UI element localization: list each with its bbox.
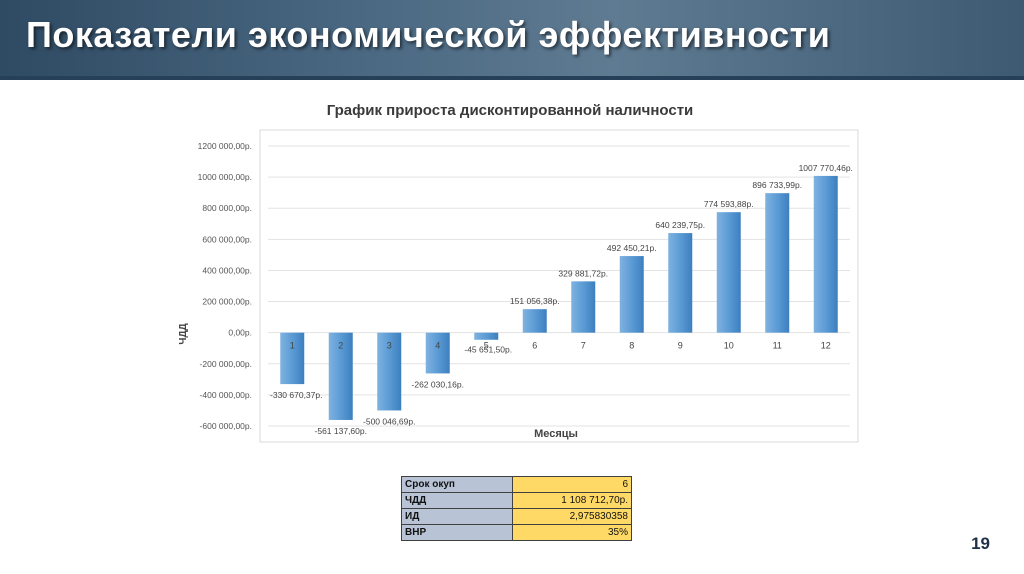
data-label: 896 733,99р. — [752, 180, 802, 190]
bar — [619, 256, 644, 333]
y-tick-label: 0,00р. — [228, 328, 252, 338]
summary-label: ВНР — [401, 524, 513, 541]
x-tick-label: 10 — [724, 341, 734, 351]
summary-row: ВНР 35% — [401, 524, 632, 541]
y-tick-label: -200 000,00р. — [200, 359, 252, 369]
summary-value: 6 — [512, 476, 632, 493]
x-tick-label: 1 — [290, 341, 295, 351]
bar-chart: -600 000,00р. -400 000,00р. -200 000,00р. 0… — [178, 129, 859, 443]
data-label: 151 056,38р. — [510, 296, 560, 306]
x-tick-label: 6 — [532, 341, 537, 351]
y-axis-label: ЧДД — [178, 323, 189, 344]
bar — [668, 233, 693, 333]
x-tick-label: 3 — [387, 341, 392, 351]
header-banner: Показатели экономической эффективности — [0, 0, 1024, 80]
summary-label: ЧДД — [401, 492, 513, 509]
bar — [280, 332, 305, 385]
plot-frame — [259, 129, 859, 443]
data-label: 329 881,72р. — [558, 268, 608, 278]
y-tick-label: 200 000,00р. — [202, 297, 252, 307]
x-tick-label: 8 — [629, 341, 634, 351]
data-label: -561 137,60р. — [315, 426, 367, 436]
data-label: -262 030,16р. — [412, 379, 464, 389]
bar — [813, 175, 838, 333]
bar — [571, 281, 596, 333]
y-tick-label: 800 000,00р. — [202, 203, 252, 213]
bar — [765, 193, 790, 333]
summary-value: 2,975830358 — [512, 508, 632, 525]
data-label: -330 670,37р. — [270, 390, 322, 400]
data-label: -500 046,69р. — [363, 416, 415, 426]
bar — [716, 212, 741, 333]
x-tick-label: 2 — [338, 341, 343, 351]
bar — [377, 332, 402, 411]
x-tick-label: 7 — [581, 341, 586, 351]
summary-table: Срок окуп 6 ЧДД 1 108 712,70р. ИД 2,975830358… — [401, 476, 632, 541]
chart-container: График прироста дисконтированной налично… — [150, 94, 870, 464]
bar — [328, 332, 353, 420]
data-label: 640 239,75р. — [655, 220, 705, 230]
y-tick-label: -600 000,00р. — [200, 421, 252, 431]
x-tick-label: 4 — [435, 341, 440, 351]
page-title: Показатели экономической эффективности — [26, 14, 831, 55]
page-number: 19 — [971, 534, 990, 553]
summary-row: ЧДД 1 108 712,70р. — [401, 492, 632, 509]
y-tick-label: 600 000,00р. — [202, 234, 252, 244]
bar — [425, 332, 450, 374]
data-label: 774 593,88р. — [704, 199, 754, 209]
x-tick-label: 9 — [678, 341, 683, 351]
summary-value: 35% — [512, 524, 632, 541]
data-label: 492 450,21р. — [607, 243, 657, 253]
y-tick-label: 1200 000,00р. — [198, 141, 252, 151]
summary-label: ИД — [401, 508, 513, 525]
summary-row: Срок окуп 6 — [401, 476, 632, 493]
x-tick-label: 12 — [821, 341, 831, 351]
y-tick-label: -400 000,00р. — [200, 390, 252, 400]
summary-row: ИД 2,975830358 — [401, 508, 632, 525]
data-label: -45 651,50р. — [464, 345, 512, 355]
data-label: 1007 770,46р. — [799, 163, 853, 173]
x-tick-label: 11 — [773, 341, 782, 351]
y-tick-label: 1000 000,00р. — [198, 172, 252, 182]
summary-label: Срок окуп — [401, 476, 513, 493]
bar — [474, 332, 499, 340]
x-axis-label: Месяцы — [534, 428, 578, 440]
bar — [522, 309, 547, 333]
chart-title: График прироста дисконтированной налично… — [326, 102, 694, 119]
summary-value: 1 108 712,70р. — [512, 492, 632, 509]
x-tick-label: 5 — [484, 341, 489, 351]
y-tick-label: 400 000,00р. — [202, 265, 252, 275]
